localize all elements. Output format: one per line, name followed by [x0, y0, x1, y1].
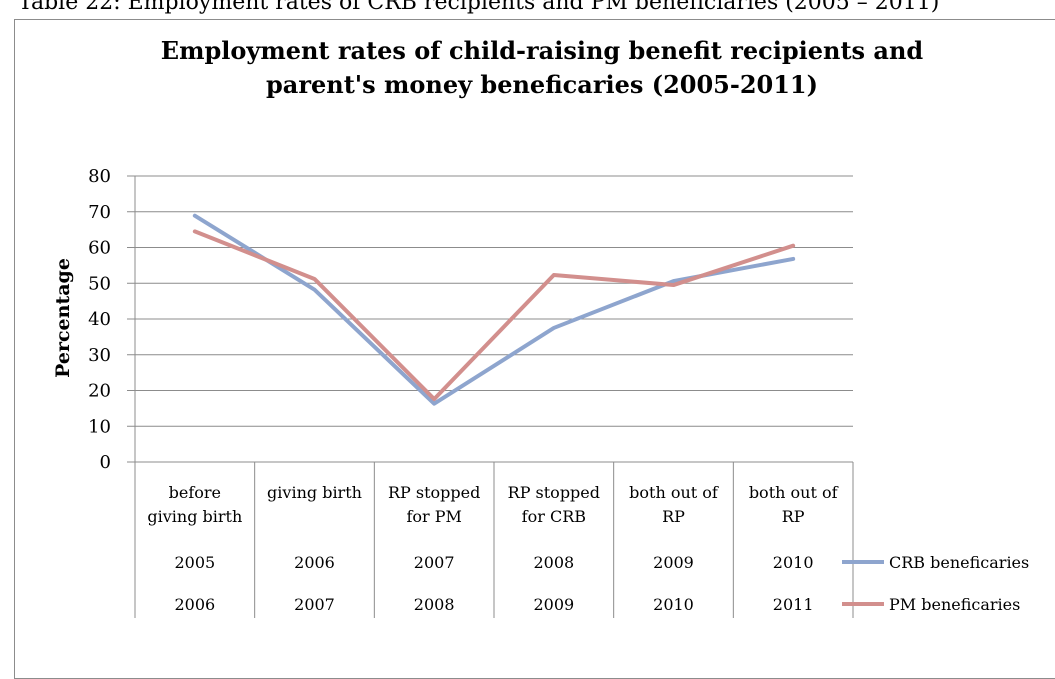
year-label: 2007	[294, 595, 335, 614]
y-tick-label: 50	[88, 273, 111, 294]
legend-label: CRB beneficaries	[889, 553, 1029, 572]
category-label: RP stopped	[508, 483, 600, 502]
category-label: for CRB	[522, 507, 586, 526]
category-table: before giving birth giving birth RP stopped…	[135, 462, 853, 618]
y-tick-label: 10	[88, 416, 111, 437]
grid-layer	[127, 176, 853, 462]
category-label: before	[169, 483, 221, 502]
category-label: RP stopped	[388, 483, 480, 502]
year-label: 2005	[174, 553, 215, 572]
year-label: 2009	[653, 553, 694, 572]
year-label: 2006	[174, 595, 215, 614]
year-label: 2007	[414, 553, 455, 572]
chart-title-line-2: parent's money beneficaries (2005-2011)	[266, 70, 818, 99]
chart-title-line-1: Employment rates of child-raising benefi…	[161, 36, 924, 65]
y-tick-label: 70	[88, 202, 111, 223]
category-label: RP	[782, 507, 805, 526]
year-label: 2010	[653, 595, 694, 614]
series-line-0	[195, 216, 793, 404]
y-tick-label: 60	[88, 238, 111, 259]
y-tick-label: 30	[88, 345, 111, 366]
y-tick-layer: 0 10 20 30 40 50 60 70 80	[88, 166, 111, 473]
category-label: for PM	[406, 507, 461, 526]
y-tick-label: 80	[88, 166, 111, 187]
legend: CRB beneficaries PM beneficaries	[842, 553, 1029, 614]
y-axis-label: Percentage	[52, 258, 74, 378]
category-label: both out of	[749, 483, 839, 502]
category-label: giving birth	[267, 483, 362, 502]
year-label: 2008	[533, 553, 574, 572]
year-label: 2008	[414, 595, 455, 614]
y-tick-label: 20	[88, 381, 111, 402]
category-label: RP	[662, 507, 685, 526]
year-label: 2009	[533, 595, 574, 614]
y-tick-label: 40	[88, 309, 111, 330]
year-label: 2006	[294, 553, 335, 572]
category-label: both out of	[629, 483, 719, 502]
series-layer	[195, 216, 794, 404]
series-line-1	[195, 231, 793, 399]
year-label: 2011	[773, 595, 814, 614]
year-label: 2010	[773, 553, 814, 572]
legend-label: PM beneficaries	[889, 595, 1020, 614]
y-tick-label: 0	[100, 452, 111, 473]
category-label: giving birth	[147, 507, 242, 526]
